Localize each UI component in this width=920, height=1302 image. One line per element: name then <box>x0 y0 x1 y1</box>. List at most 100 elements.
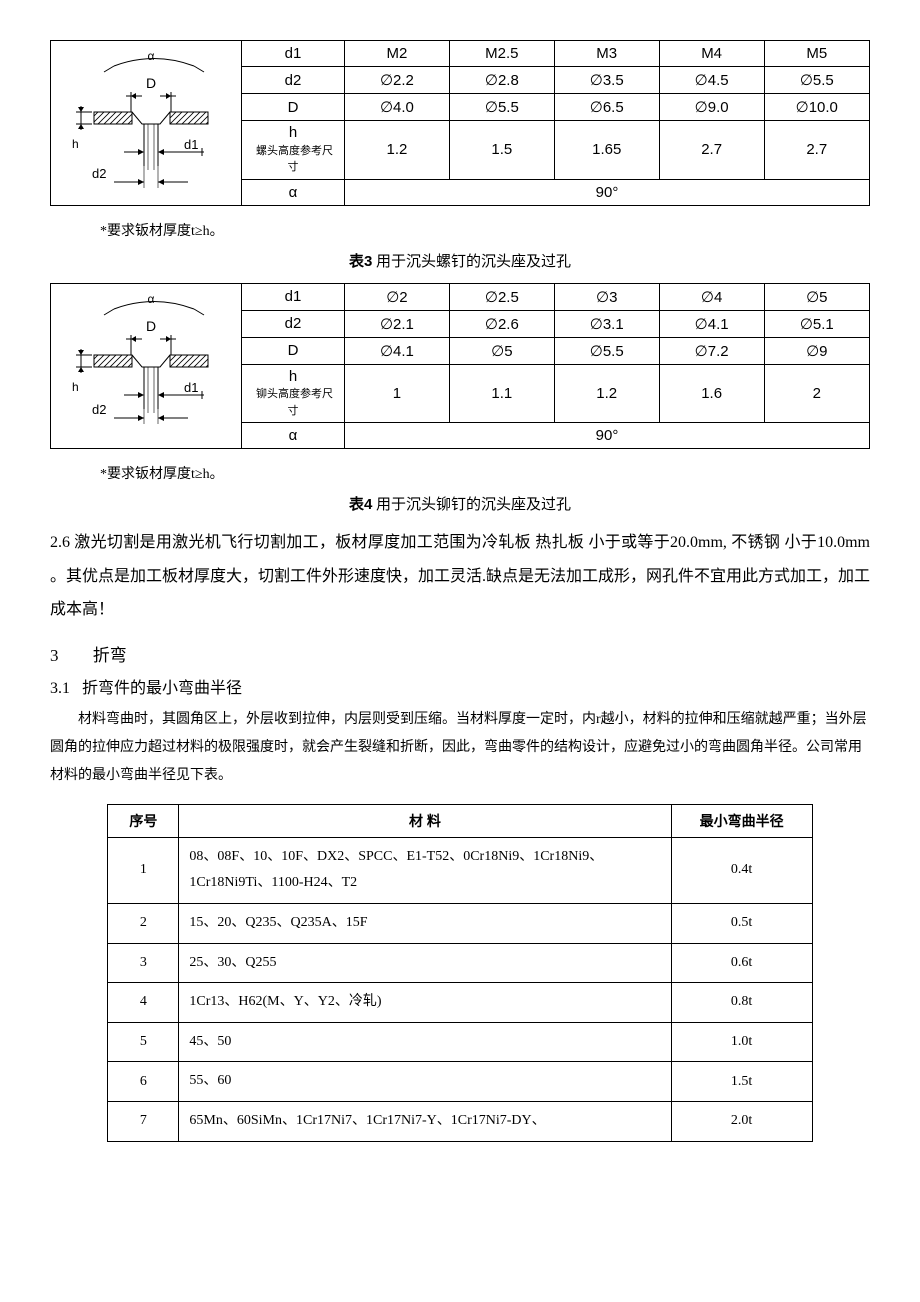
t4-row-alpha-header: α <box>242 423 345 449</box>
table4-note: *要求钣材厚度t≥h。 <box>100 463 870 483</box>
diagram-D-label: D <box>145 75 155 91</box>
t4-alpha-val: 90° <box>345 423 870 449</box>
mat-head-material: 材 料 <box>179 804 671 837</box>
mat-radius: 0.6t <box>671 943 812 983</box>
t3-d1-4: M5 <box>764 41 869 67</box>
diagram2-D: D <box>145 318 155 334</box>
table4-caption-bold: 表4 <box>349 496 372 513</box>
diagram2-alpha: α <box>147 292 154 306</box>
table-row: 41Cr13、H62(M、Y、Y2、冷轧)0.8t <box>108 983 812 1023</box>
t3-h-0: 1.2 <box>345 121 450 180</box>
t3-d1-3: M4 <box>659 41 764 67</box>
table4-spec: d1 ∅2 ∅2.5 ∅3 ∅4 ∅5 d2 ∅2.1 ∅2.6 ∅3.1 ∅4… <box>242 284 869 449</box>
t4-h-2: 1.2 <box>554 364 659 423</box>
table3-note: *要求钣材厚度t≥h。 <box>100 220 870 240</box>
t3-h-3: 2.7 <box>659 121 764 180</box>
table-row: 215、20、Q235、Q235A、15F0.5t <box>108 903 812 943</box>
t4-d2-3: ∅4.1 <box>659 310 764 337</box>
t3-alpha-val: 90° <box>345 179 870 205</box>
table-row: 545、501.0t <box>108 1022 812 1062</box>
table-row: 655、601.5t <box>108 1062 812 1102</box>
diagram-h-label: h <box>72 137 79 151</box>
t3-row-D-header: D <box>242 94 345 121</box>
t4-D-3: ∅7.2 <box>659 337 764 364</box>
table3-caption-bold: 表3 <box>349 253 372 270</box>
t4-row-d1-header: d1 <box>242 284 345 311</box>
table-row: 325、30、Q2550.6t <box>108 943 812 983</box>
mat-radius: 1.5t <box>671 1062 812 1102</box>
subsection-3-1-heading: 3.1 折弯件的最小弯曲半径 <box>50 674 870 698</box>
mat-material: 08、08F、10、10F、DX2、SPCC、E1-T52、0Cr18Ni9、1… <box>179 837 671 903</box>
subsection-3-1-title: 折弯件的最小弯曲半径 <box>82 680 242 697</box>
t4-D-0: ∅4.1 <box>345 337 450 364</box>
t3-h-4: 2.7 <box>764 121 869 180</box>
t3-d2-2: ∅3.5 <box>554 67 659 94</box>
t4-D-2: ∅5.5 <box>554 337 659 364</box>
diagram-d2-label: d2 <box>92 166 106 181</box>
diagram-d1-label: d1 <box>184 137 198 152</box>
section-3-title: 折弯 <box>93 646 127 665</box>
table4-caption: 表4 用于沉头铆钉的沉头座及过孔 <box>50 493 870 514</box>
mat-radius: 0.4t <box>671 837 812 903</box>
material-table: 序号 材 料 最小弯曲半径 108、08F、10、10F、DX2、SPCC、E1… <box>107 804 812 1142</box>
table3-block: α D <box>50 40 870 206</box>
t3-h-1: 1.5 <box>449 121 554 180</box>
mat-idx: 2 <box>108 903 179 943</box>
t3-D-4: ∅10.0 <box>764 94 869 121</box>
t4-d2-1: ∅2.6 <box>449 310 554 337</box>
mat-radius: 0.8t <box>671 983 812 1023</box>
t3-row-alpha-header: α <box>242 179 345 205</box>
t3-h-sub: 螺头高度参考尺寸 <box>256 145 333 174</box>
t4-d1-0: ∅2 <box>345 284 450 311</box>
mat-material: 55、60 <box>179 1062 671 1102</box>
mat-idx: 7 <box>108 1101 179 1141</box>
mat-idx: 3 <box>108 943 179 983</box>
mat-radius: 0.5t <box>671 903 812 943</box>
t3-d1-0: M2 <box>345 41 450 67</box>
countersink-diagram-2: α D h d1 d2 <box>54 291 239 441</box>
t3-d2-0: ∅2.2 <box>345 67 450 94</box>
t4-D-1: ∅5 <box>449 337 554 364</box>
t3-d1-2: M3 <box>554 41 659 67</box>
paragraph-2-6: 2.6 激光切割是用激光机飞行切割加工，板材厚度加工范围为冷轧板 热扎板 小于或… <box>50 526 870 627</box>
t4-d1-1: ∅2.5 <box>449 284 554 311</box>
mat-idx: 1 <box>108 837 179 903</box>
section-3-heading: 3 折弯 <box>50 641 870 666</box>
t3-D-1: ∅5.5 <box>449 94 554 121</box>
t4-d2-4: ∅5.1 <box>764 310 869 337</box>
t3-d2-4: ∅5.5 <box>764 67 869 94</box>
mat-head-radius: 最小弯曲半径 <box>671 804 812 837</box>
mat-idx: 6 <box>108 1062 179 1102</box>
mat-material: 45、50 <box>179 1022 671 1062</box>
table4-caption-rest: 用于沉头铆钉的沉头座及过孔 <box>372 497 571 513</box>
t3-D-3: ∅9.0 <box>659 94 764 121</box>
t4-d2-0: ∅2.1 <box>345 310 450 337</box>
mat-idx: 4 <box>108 983 179 1023</box>
table3-spec: d1 M2 M2.5 M3 M4 M5 d2 ∅2.2 ∅2.8 ∅3.5 ∅4… <box>242 41 869 205</box>
table-row: 108、08F、10、10F、DX2、SPCC、E1-T52、0Cr18Ni9、… <box>108 837 812 903</box>
diagram-alpha-label: α <box>147 49 154 63</box>
t3-d2-3: ∅4.5 <box>659 67 764 94</box>
mat-material: 1Cr13、H62(M、Y、Y2、冷轧) <box>179 983 671 1023</box>
table3-caption: 表3 用于沉头螺钉的沉头座及过孔 <box>50 250 870 271</box>
table4-block: α D h d1 d2 <box>50 283 870 450</box>
t4-h-3: 1.6 <box>659 364 764 423</box>
t4-d2-2: ∅3.1 <box>554 310 659 337</box>
t3-d1-1: M2.5 <box>449 41 554 67</box>
t4-row-h-header: h 铆头高度参考尺寸 <box>242 364 345 423</box>
t4-h-1: 1.1 <box>449 364 554 423</box>
mat-material: 25、30、Q255 <box>179 943 671 983</box>
mat-head-idx: 序号 <box>108 804 179 837</box>
diagram2-d1: d1 <box>184 380 198 395</box>
t4-d1-2: ∅3 <box>554 284 659 311</box>
t3-h-2: 1.65 <box>554 121 659 180</box>
t3-row-d2-header: d2 <box>242 67 345 94</box>
mat-idx: 5 <box>108 1022 179 1062</box>
t3-d2-1: ∅2.8 <box>449 67 554 94</box>
mat-radius: 2.0t <box>671 1101 812 1141</box>
table-row: 765Mn、60SiMn、1Cr17Ni7、1Cr17Ni7-Y、1Cr17Ni… <box>108 1101 812 1141</box>
t3-h-symbol: h <box>289 124 297 141</box>
mat-material: 15、20、Q235、Q235A、15F <box>179 903 671 943</box>
t3-D-2: ∅6.5 <box>554 94 659 121</box>
t4-h-0: 1 <box>345 364 450 423</box>
